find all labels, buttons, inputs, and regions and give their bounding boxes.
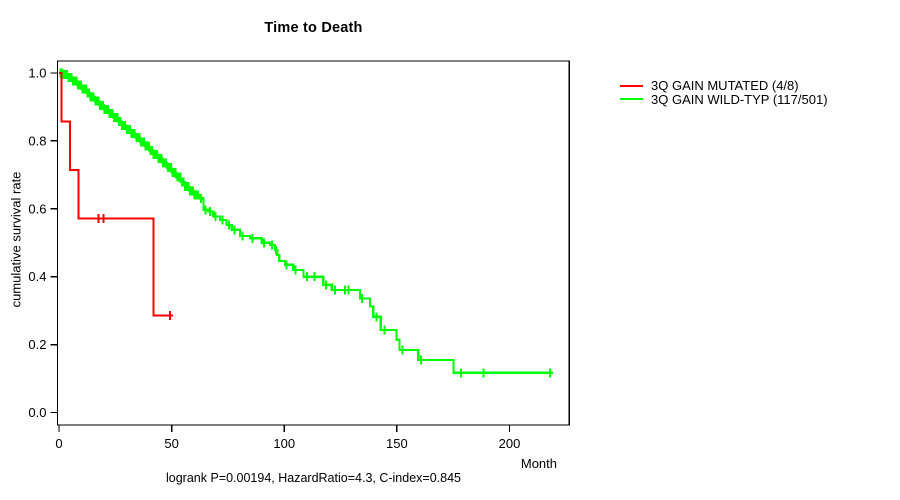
x-tick-label: 100	[273, 436, 295, 451]
statistics-annotation: logrank P=0.00194, HazardRatio=4.3, C-in…	[166, 471, 461, 485]
legend-label: 3Q GAIN WILD-TYP (117/501)	[651, 91, 828, 107]
x-tick-label: 0	[55, 436, 62, 451]
survival-curve-wildtype	[59, 71, 553, 374]
legend-item-wildtype: 3Q GAIN WILD-TYP (117/501)	[620, 91, 828, 107]
y-tick-label: 1.0	[28, 66, 46, 81]
x-tick-label: 150	[386, 436, 408, 451]
y-tick-label: 0.0	[28, 405, 46, 420]
legend: 3Q GAIN MUTATED (4/8) 3Q GAIN WILD-TYP (…	[620, 79, 828, 106]
x-axis-label: Month	[520, 456, 557, 471]
x-tick-label: 50	[164, 436, 178, 451]
y-tick-label: 0.8	[28, 133, 46, 148]
x-tick-label: 200	[499, 436, 521, 451]
page-title: Time to Death	[264, 20, 363, 36]
legend-item-mutated: 3Q GAIN MUTATED (4/8)	[620, 79, 828, 93]
y-tick-label: 0.6	[28, 201, 46, 216]
red-line-swatch-icon	[620, 84, 643, 87]
y-tick-label: 0.2	[28, 337, 46, 352]
legend-label: 3Q GAIN MUTATED (4/8)	[651, 78, 799, 93]
plot-border	[56, 60, 570, 426]
y-axis-label: cumulative survival rate	[8, 171, 24, 308]
survival-curve-mutated	[59, 71, 173, 317]
green-line-swatch-icon	[620, 98, 643, 101]
y-tick-label: 0.4	[28, 269, 46, 284]
